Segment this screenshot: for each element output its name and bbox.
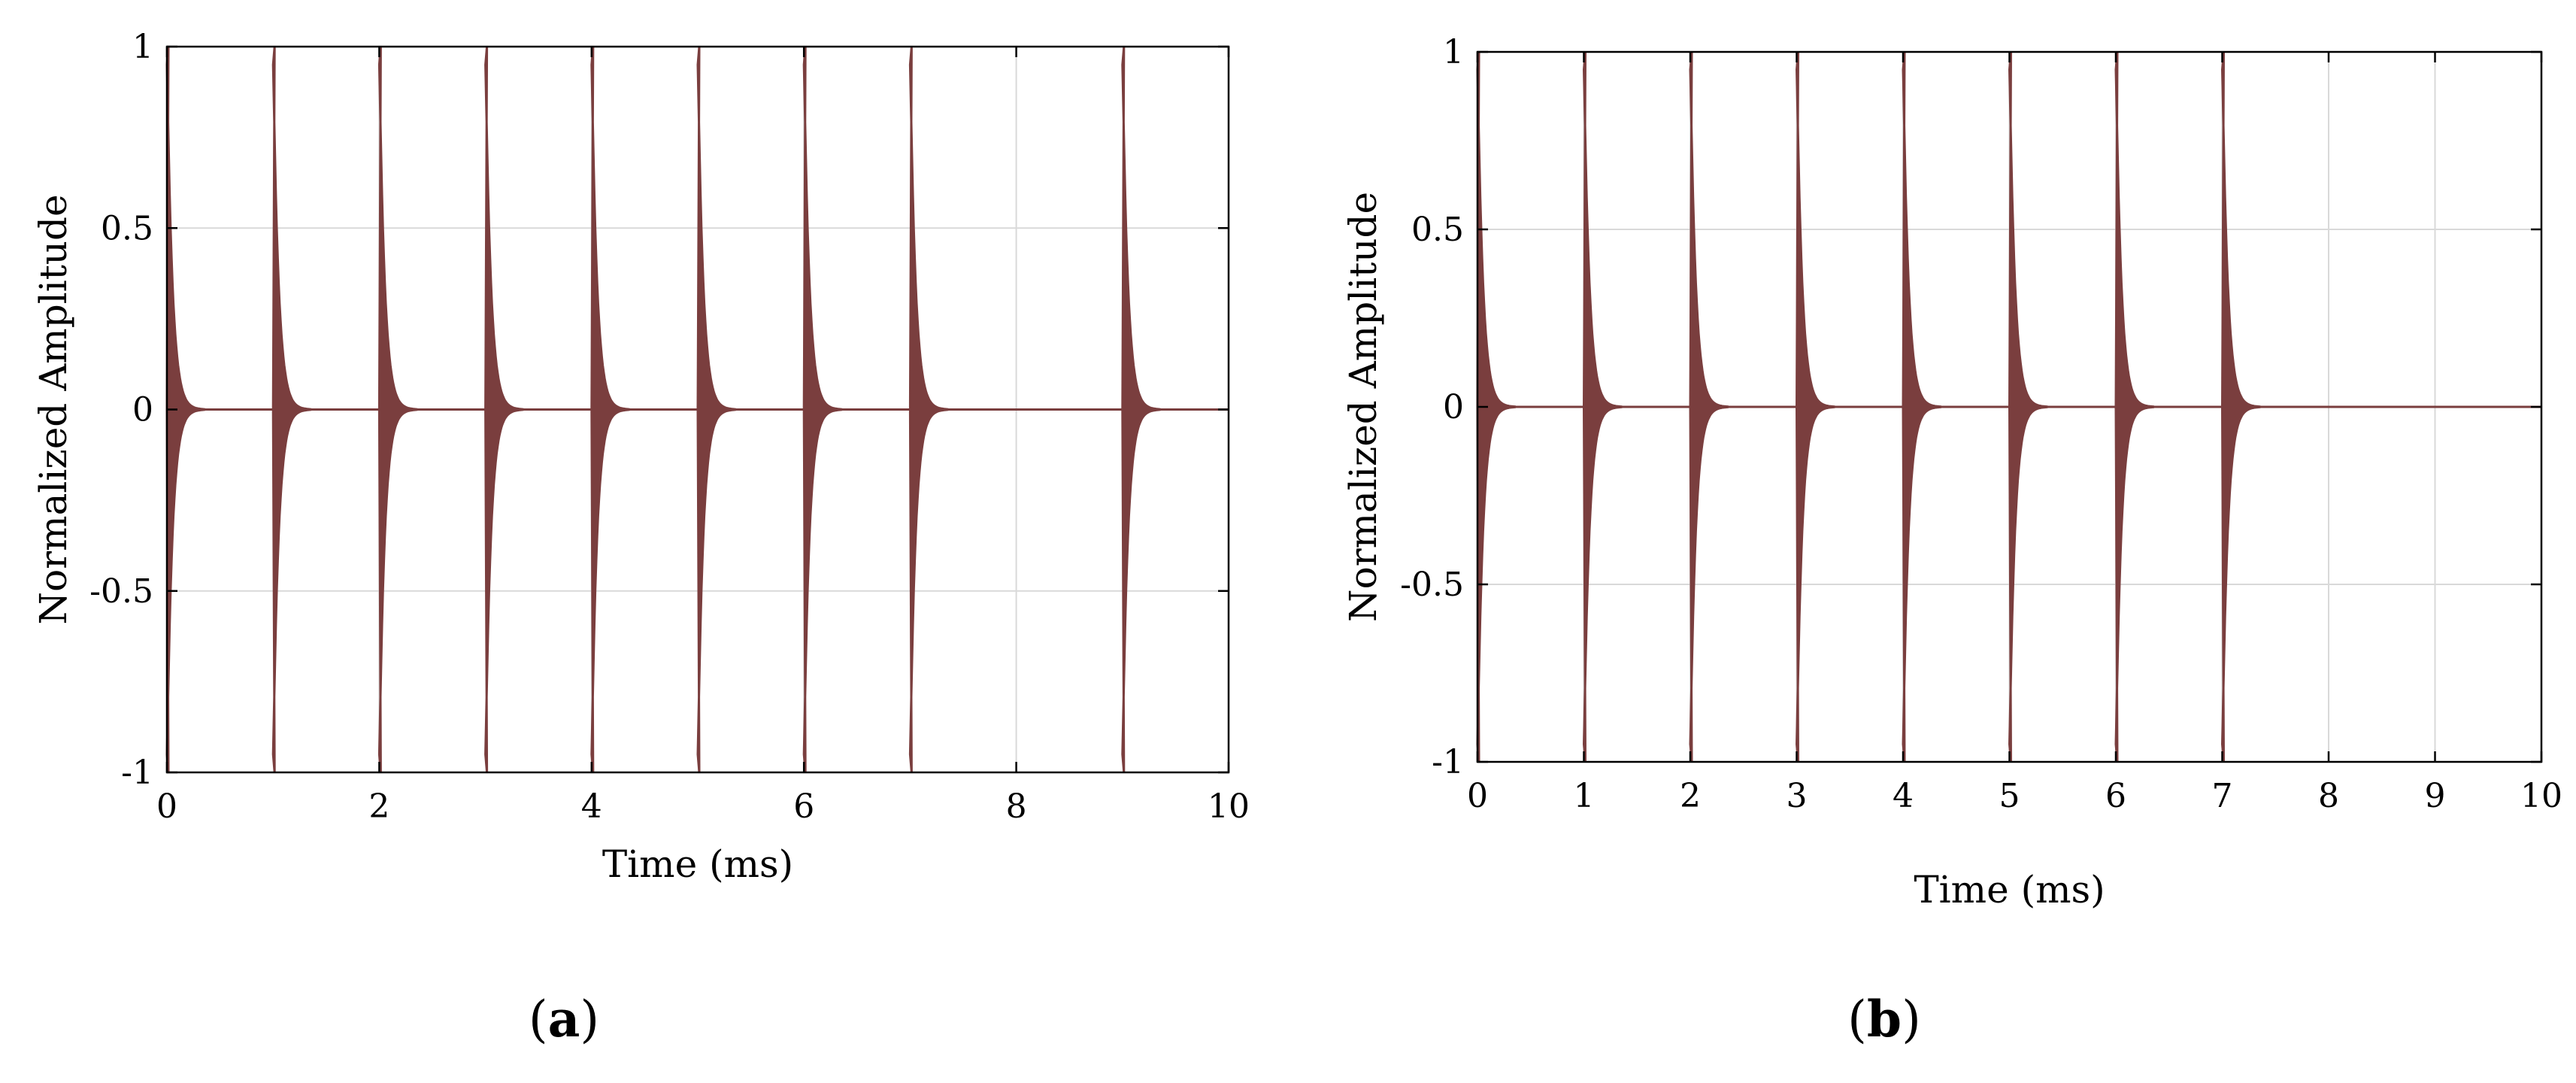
- x-tick-label: 8: [2318, 777, 2339, 815]
- x-axis-label: Time (ms): [1914, 868, 2105, 912]
- x-axis-label: Time (ms): [602, 842, 793, 886]
- x-tick-label: 3: [1787, 777, 1808, 815]
- x-tick-label: 8: [1006, 787, 1027, 826]
- x-tick-label: 4: [581, 787, 602, 826]
- x-tick-label: 10: [2520, 777, 2562, 815]
- x-tick-label: 6: [2105, 777, 2126, 815]
- y-tick-label: -0.5: [89, 572, 153, 611]
- x-tick-label: 9: [2425, 777, 2446, 815]
- panel-label-b: (b): [1847, 990, 1921, 1048]
- x-tick-label: 10: [1208, 787, 1250, 826]
- x-tick-label: 6: [793, 787, 814, 826]
- x-tick-label: 1: [1574, 777, 1595, 815]
- x-tick-label: 2: [1680, 777, 1701, 815]
- y-tick-label: 0: [132, 391, 153, 429]
- ticks: 0 1 2 3 4 5 6 7 8 9 10 -1 -0.5 0 0.5 1: [1400, 33, 2562, 815]
- y-axis-label: Normalized Amplitude: [32, 194, 75, 624]
- chart-panel-b: 0 1 2 3 4 5 6 7 8 9 10 -1 -0.5 0 0.5 1 Time (ms) Normaliz…: [1341, 33, 2562, 912]
- y-tick-label: -1: [1432, 743, 1464, 781]
- panel-label-a: (a): [529, 990, 599, 1048]
- ticks: 0 2 4 6 8 10 -1 -0.5 0 0.5 1: [89, 28, 1250, 826]
- x-tick-label: 5: [1999, 777, 2020, 815]
- x-tick-label: 0: [1467, 777, 1488, 815]
- y-tick-label: -0.5: [1400, 566, 1464, 604]
- y-axis-label: Normalized Amplitude: [1341, 192, 1385, 622]
- x-tick-label: 7: [2212, 777, 2233, 815]
- signal-series: [165, 46, 1229, 773]
- y-tick-label: 0.5: [101, 209, 153, 247]
- y-tick-label: 1: [132, 28, 153, 66]
- y-tick-label: 0.5: [1411, 211, 1464, 249]
- signal-series: [1476, 51, 2541, 763]
- chart-panel-a: 0 2 4 6 8 10 -1 -0.5 0 0.5 1 Time (ms) Normalized Am…: [32, 28, 1250, 886]
- y-tick-label: 1: [1443, 33, 1464, 71]
- y-tick-label: 0: [1443, 388, 1464, 426]
- x-tick-label: 4: [1893, 777, 1914, 815]
- x-tick-label: 0: [156, 787, 177, 826]
- y-tick-label: -1: [121, 754, 153, 792]
- x-tick-label: 2: [368, 787, 389, 826]
